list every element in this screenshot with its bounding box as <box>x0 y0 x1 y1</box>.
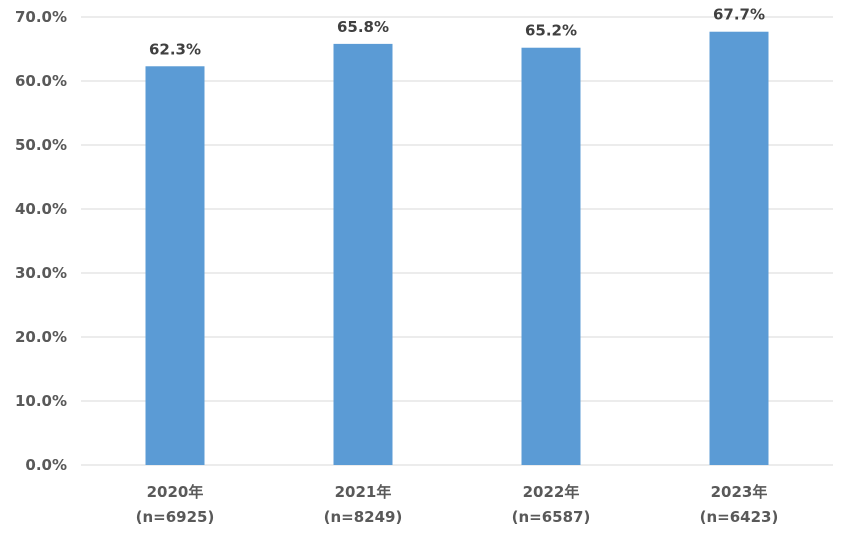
y-tick-label: 10.0% <box>15 392 67 410</box>
y-tick-label: 60.0% <box>15 72 67 90</box>
y-axis-ticks: 0.0% 10.0% 20.0% 30.0% 40.0% 50.0% 60.0% 70.0% <box>15 8 67 474</box>
data-label: 62.3% <box>149 40 201 58</box>
data-label: 67.7% <box>713 6 765 24</box>
y-tick-label: 70.0% <box>15 8 67 26</box>
y-tick-label: 20.0% <box>15 328 67 346</box>
data-label: 65.8% <box>337 18 389 36</box>
y-tick-label: 50.0% <box>15 136 67 154</box>
bar <box>333 43 393 465</box>
bars <box>145 31 769 465</box>
x-category-sample-size: (n=6423) <box>700 508 779 526</box>
gridlines <box>81 16 833 466</box>
bar <box>521 47 581 465</box>
bar <box>709 31 769 465</box>
x-category-label: 2022年 <box>523 483 580 501</box>
x-axis-categories: 2020年 (n=6925) 2021年 (n=8249) 2022年 (n=6587) 2… <box>136 483 779 526</box>
data-label: 65.2% <box>525 22 577 40</box>
x-category-sample-size: (n=6925) <box>136 508 215 526</box>
y-tick-label: 40.0% <box>15 200 67 218</box>
data-labels: 62.3% 65.8% 65.2% 67.7% <box>149 6 765 59</box>
x-category-sample-size: (n=6587) <box>512 508 591 526</box>
y-tick-label: 0.0% <box>25 456 67 474</box>
x-category-label: 2021年 <box>335 483 392 501</box>
x-category-sample-size: (n=8249) <box>324 508 403 526</box>
x-category-label: 2023年 <box>711 483 768 501</box>
y-tick-label: 30.0% <box>15 264 67 282</box>
x-category-label: 2020年 <box>147 483 204 501</box>
bar <box>145 66 205 465</box>
